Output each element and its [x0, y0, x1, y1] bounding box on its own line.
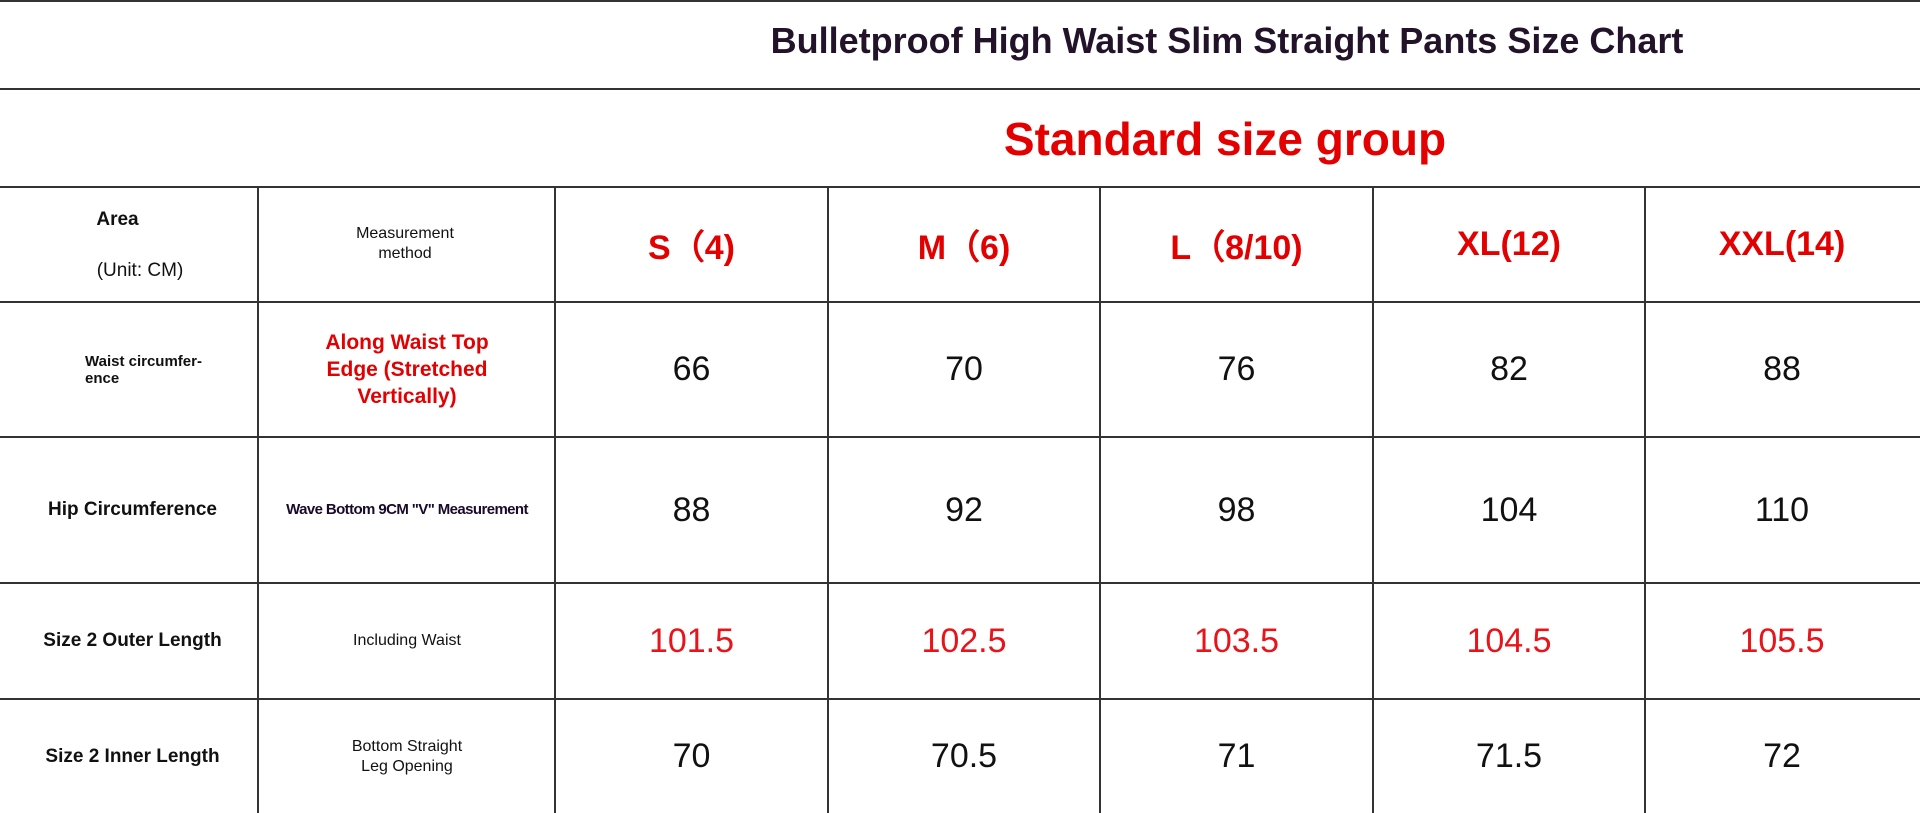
row-area-label: Waist circumfer-ence: [85, 352, 202, 387]
divider: [0, 186, 1920, 188]
size-value: 92: [945, 490, 983, 529]
chart-title: Bulletproof High Waist Slim Straight Pan…: [770, 20, 1684, 61]
size-value: 101.5: [648, 621, 735, 660]
size-value: 76: [1217, 350, 1256, 388]
row-method: Bottom Straight Leg Opening: [351, 737, 463, 775]
row-area-label: Size 2 Inner Length: [45, 745, 220, 767]
divider: [827, 187, 829, 813]
divider: [554, 187, 556, 813]
size-value: 98: [1217, 490, 1256, 529]
divider: [0, 698, 1920, 700]
divider: [257, 187, 259, 813]
size-header: XXL(14): [1718, 225, 1846, 263]
size-value: 66: [672, 350, 711, 388]
size-header: L（8/10): [1170, 229, 1303, 267]
size-value: 105.5: [1739, 621, 1825, 660]
divider: [1372, 187, 1374, 813]
size-value: 104: [1480, 490, 1538, 529]
size-value: 88: [672, 490, 711, 529]
size-value: 103.5: [1193, 621, 1280, 660]
divider: [1644, 187, 1646, 813]
size-value: 70: [672, 737, 711, 775]
divider: [0, 0, 1920, 2]
size-value: 104.5: [1466, 621, 1552, 660]
size-value: 72: [1763, 737, 1801, 775]
size-header: XL(12): [1457, 225, 1561, 263]
row-method: Along Waist Top Edge (Stretched Vertical…: [325, 331, 489, 408]
size-value: 71.5: [1475, 737, 1543, 775]
row-area-label: Size 2 Outer Length: [43, 630, 222, 651]
divider: [0, 436, 1920, 438]
size-group-title: Standard size group: [1003, 113, 1447, 165]
divider: [1099, 187, 1101, 813]
size-value: 88: [1763, 350, 1801, 388]
divider: [0, 301, 1920, 303]
size-value: 70: [945, 350, 983, 388]
row-method: Wave Bottom 9CM "V" Measurement: [286, 501, 528, 518]
size-value: 82: [1490, 350, 1528, 388]
divider: [0, 582, 1920, 584]
size-value: 70.5: [930, 737, 998, 775]
header-unit: (Unit: CM): [96, 260, 184, 281]
size-header: S（4): [648, 229, 735, 267]
size-value: 110: [1754, 490, 1810, 529]
size-header: M（6): [917, 229, 1011, 267]
divider: [0, 88, 1920, 90]
row-method: Including Waist: [353, 632, 461, 649]
header-method: Measurement method: [356, 225, 454, 262]
row-area-label: Hip Circumference: [48, 499, 217, 520]
size-value: 102.5: [921, 621, 1007, 660]
size-value: 71: [1217, 737, 1256, 775]
header-area: Area: [96, 209, 139, 230]
